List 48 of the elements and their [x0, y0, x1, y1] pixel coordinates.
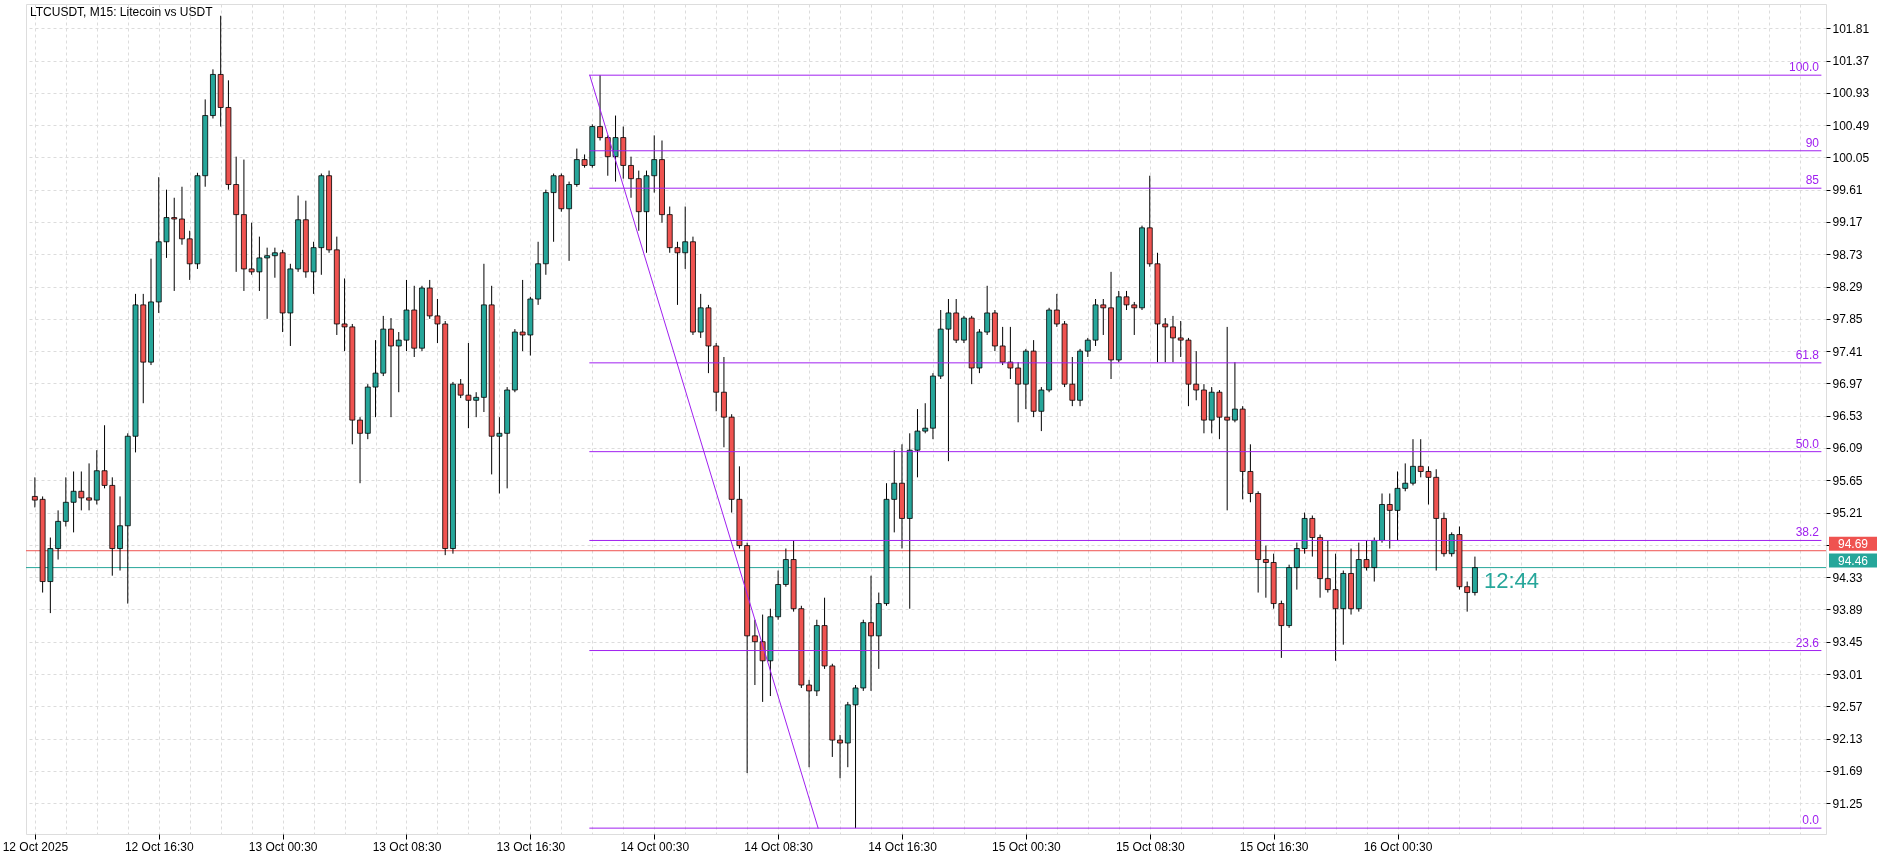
x-tick-label: 15 Oct 00:30: [992, 839, 1062, 854]
y-tick-label: 98.73: [1832, 247, 1863, 262]
x-tick-label: 12 Oct 2025: [2, 839, 69, 854]
series-label: 50.0: [1795, 436, 1820, 451]
y-tick-label: 96.53: [1832, 409, 1863, 424]
y-tick-label: 93.01: [1832, 667, 1863, 682]
y-tick-label: 96.97: [1832, 376, 1863, 391]
y-tick-label: 91.25: [1832, 796, 1863, 811]
series-label: 61.8: [1795, 347, 1820, 362]
y-tick-label: 96.09: [1832, 441, 1863, 456]
y-tick-label: 99.61: [1832, 183, 1863, 198]
y-tick-label: 100.05: [1832, 150, 1870, 165]
x-tick-label: 15 Oct 16:30: [1239, 839, 1309, 854]
y-tick-label: 95.21: [1832, 506, 1863, 521]
x-tick-label: 14 Oct 00:30: [620, 839, 690, 854]
x-tick-label: 16 Oct 00:30: [1363, 839, 1433, 854]
y-tick-label: 101.37: [1832, 54, 1870, 69]
x-tick-label: 14 Oct 16:30: [868, 839, 938, 854]
y-tick-label: 97.41: [1832, 344, 1863, 359]
x-tick-label: 14 Oct 08:30: [744, 839, 814, 854]
series-label: 90: [1805, 135, 1820, 150]
chart-title: LTCUSDT, M15: Litecoin vs USDT: [30, 5, 214, 19]
y-tick-label: 95.65: [1832, 473, 1863, 488]
y-tick-label: 98.29: [1832, 280, 1863, 295]
y-tick-label: 92.57: [1832, 699, 1863, 714]
series-label: 0.0: [1802, 813, 1820, 828]
annotation: 12:44: [1483, 567, 1539, 593]
y-tick-label: 97.85: [1832, 312, 1863, 327]
ref-line-label: 94.46: [1837, 553, 1869, 568]
y-tick-label: 93.45: [1832, 635, 1863, 650]
y-tick-label: 101.81: [1832, 21, 1870, 36]
x-tick-label: 13 Oct 16:30: [496, 839, 566, 854]
x-tick-label: 13 Oct 00:30: [248, 839, 318, 854]
y-tick-label: 92.13: [1832, 732, 1863, 747]
x-tick-label: 13 Oct 08:30: [372, 839, 442, 854]
y-tick-label: 99.17: [1832, 215, 1863, 230]
y-tick-label: 93.89: [1832, 602, 1863, 617]
series-label: 38.2: [1795, 525, 1820, 540]
y-tick-label: 100.49: [1832, 118, 1870, 133]
ref-line-label: 94.69: [1837, 536, 1869, 551]
series-label: 100.0: [1788, 60, 1820, 75]
y-tick-label: 100.93: [1832, 86, 1870, 101]
series-label: 23.6: [1795, 635, 1820, 650]
series-label: 85: [1805, 173, 1820, 188]
y-tick-label: 94.33: [1832, 570, 1863, 585]
x-tick-label: 15 Oct 08:30: [1115, 839, 1185, 854]
x-tick-label: 12 Oct 16:30: [124, 839, 194, 854]
y-tick-label: 91.69: [1832, 764, 1863, 779]
